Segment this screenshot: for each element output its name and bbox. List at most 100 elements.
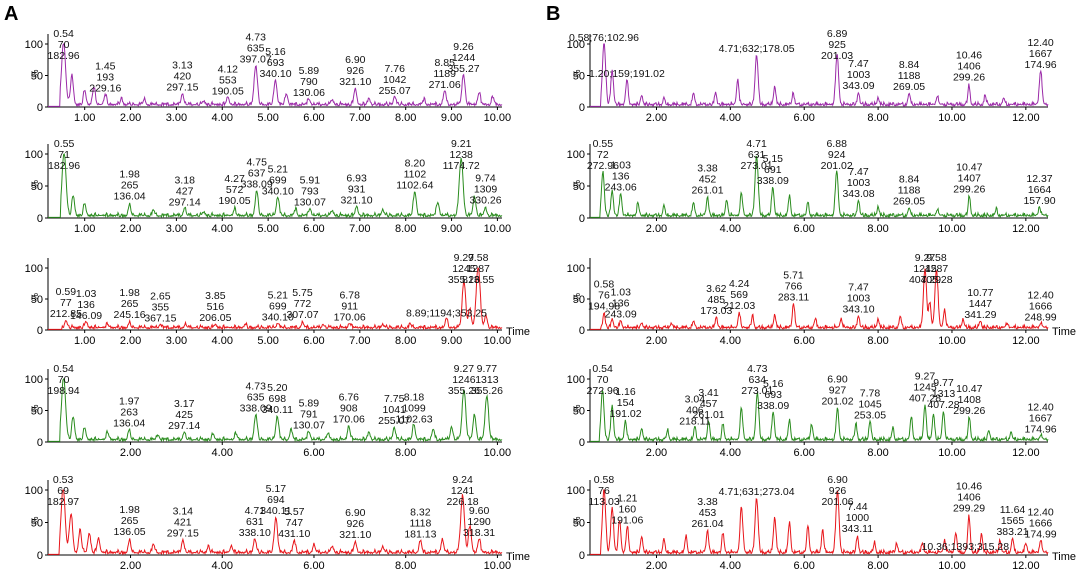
peak-annotation: 10.46 1406 299.26 — [953, 49, 985, 83]
peak-annotation-line: 272.96 — [587, 160, 619, 172]
peak-annotation: 0.54 70 272.96 — [587, 363, 619, 397]
y-tick-label: 0 — [579, 213, 585, 225]
peak-annotation-line: 113.03 — [588, 496, 619, 508]
peak-annotation: 6.89 925 201.03 — [821, 28, 853, 62]
peak-annotation: 12.37 1664 157.90 — [1023, 173, 1055, 207]
y-tick-label: 100 — [25, 263, 43, 275]
y-tick-label: 50 — [31, 294, 43, 306]
peak-annotation: 1.03 136 243.09 — [605, 287, 637, 321]
peak-annotation-line: 212.85 — [50, 308, 82, 320]
y-tick-label: 50 — [31, 518, 43, 530]
x-tick-label: 4.00 — [212, 223, 233, 235]
x-tick-label: 5.00 — [257, 335, 278, 347]
peak-annotation-line: 635 — [247, 43, 265, 55]
peak-annotation-line: 694 — [267, 494, 285, 506]
peak-annotation-line: 452 — [699, 174, 717, 186]
peak-annotation: 9.26 1244 355.27 — [447, 41, 479, 75]
peak-annotation-line: 6.78 — [339, 290, 360, 302]
peak-annotation-line: 160 — [619, 503, 637, 515]
peak-annotation-line: 0.55 — [593, 138, 614, 150]
peak-annotation: 6.76 908 170.06 — [333, 392, 365, 426]
panel-a-trace-1: 0 50 100% 1.00 2.00 3.00 4.00 5.00 6.00 7.00 8.00 9… — [25, 28, 512, 124]
peak-annotation-line: 9.58 — [926, 252, 947, 264]
peak-annotation-line: 516 — [207, 301, 225, 313]
peak-annotation-line: 340.11 — [260, 505, 291, 517]
peak-annotation-line: 6.90 — [345, 54, 366, 66]
peak-annotation: 7.47 1003 343.09 — [842, 58, 874, 92]
peak-annotation-line: 1241 — [451, 485, 475, 497]
peak-annotation: 12.40 1667 174.96 — [1025, 37, 1057, 71]
peak-annotation-line: 453 — [699, 507, 717, 519]
peak-annotation-line: 154 — [617, 397, 635, 409]
peak-annotation-line: 77 — [60, 297, 72, 309]
peak-annotation-line: 248.99 — [1025, 312, 1057, 324]
peak-annotation: 1.03 136 243.06 — [605, 160, 637, 194]
peak-annotation: 5.75 772 307.07 — [286, 287, 318, 321]
peak-annotation-line: 12.40 — [1027, 507, 1053, 519]
peak-annotation: 0.58 76 113.03 — [588, 474, 619, 508]
peak-annotation: 0.55 71 182.96 — [48, 138, 80, 172]
peak-annotation-line: 637 — [248, 167, 266, 179]
x-tick-label: 2.00 — [120, 447, 141, 459]
x-tick-label: 6.00 — [303, 447, 324, 459]
peak-annotation: 12.40 1666 174.99 — [1025, 507, 1057, 541]
peak-annotation-line: 924 — [828, 149, 846, 161]
peak-annotation-line: 7.47 — [848, 281, 869, 293]
peak-annotation-line: 908 — [340, 403, 358, 415]
panel-b-trace-5: 0 50 100% 2.00 4.00 6.00 8.00 10.00 12.00 Time 0.5… — [567, 474, 1076, 572]
peak-annotation-line: 427 — [176, 186, 194, 198]
peak-annotation-line: 355.27 — [447, 63, 479, 75]
peak-annotation-line: 338.09 — [757, 400, 789, 412]
peak-annotation-line: 1664 — [1028, 184, 1052, 196]
chromatogram-line — [590, 155, 1049, 219]
peak-annotation-line: 11.64 — [1000, 504, 1026, 516]
peak-annotation-line: 6.76 — [339, 392, 360, 404]
peak-annotation: 10.36;1393;315.28 — [922, 541, 1010, 553]
peak-annotation: 9.27 1245 407.28 — [909, 371, 941, 405]
peak-annotation-line: 283.11 — [778, 291, 809, 303]
peak-annotation-line: 457 — [700, 398, 718, 410]
peak-annotation-line: 4.73 — [747, 363, 768, 375]
peak-annotation-line: 927 — [829, 384, 847, 396]
peak-annotation-line: 1313 — [475, 374, 499, 386]
x-tick-label: 12.00 — [1012, 223, 1040, 235]
peak-annotation-line: 71 — [58, 149, 70, 161]
x-tick-label: 8.00 — [395, 112, 416, 124]
x-tick-label: 8.00 — [395, 335, 416, 347]
peak-annotation: 0.58;76;102.96 — [569, 32, 639, 44]
peak-annotation: 3.38 453 261.04 — [691, 496, 723, 530]
peak-annotation: 5.20 698 340.11 — [262, 382, 293, 416]
peak-annotation-line: 299.26 — [953, 71, 985, 83]
time-axis-label: Time — [506, 551, 530, 563]
peak-annotation-line: 10.47 — [956, 162, 982, 174]
peak-annotation-line: 9.27 — [454, 252, 475, 264]
peak-annotation-line: 5.89 — [299, 398, 320, 410]
peak-annotation-line: 12.40 — [1027, 402, 1053, 414]
peak-annotation-line: 1.21 — [617, 492, 638, 504]
peak-annotation-line: 12.37 — [1026, 173, 1052, 185]
peak-annotation: 1.45 193 229.16 — [89, 60, 121, 94]
peak-annotation: 7.47 1003 343.08 — [842, 166, 874, 200]
x-tick-label: 2.00 — [646, 560, 667, 572]
peak-annotation-line: 182.96 — [48, 50, 80, 62]
peak-annotation-line: 3.04 — [685, 394, 706, 406]
peak-annotation-line: 421 — [174, 516, 192, 528]
peak-annotation-line: 699 — [269, 301, 287, 313]
peak-annotation-line: 791 — [300, 409, 318, 421]
y-tick-label: 0 — [37, 325, 43, 337]
x-tick-label: 1.00 — [74, 112, 95, 124]
peak-annotation-line: 1189 — [433, 68, 456, 80]
peak-annotation-line: 271.06 — [429, 79, 461, 91]
peak-annotation-line: 9.58 — [468, 252, 489, 264]
peak-annotation: 9.24 1241 226.18 — [447, 474, 479, 508]
x-tick-label: 2.00 — [120, 335, 141, 347]
peak-annotation-line: 1245 — [452, 263, 476, 275]
x-tick-label: 2.00 — [646, 335, 667, 347]
peak-annotation-line: 193 — [97, 71, 115, 83]
x-tick-label: 6.00 — [794, 335, 815, 347]
peak-annotation: 1.03 136 146.09 — [70, 288, 102, 322]
peak-annotation-line: 7.75 — [384, 393, 405, 405]
peak-annotation-line: 340.10 — [262, 185, 294, 197]
x-tick-label: 10.00 — [938, 447, 966, 459]
peak-annotation: 10.47 1408 299.26 — [953, 383, 985, 417]
